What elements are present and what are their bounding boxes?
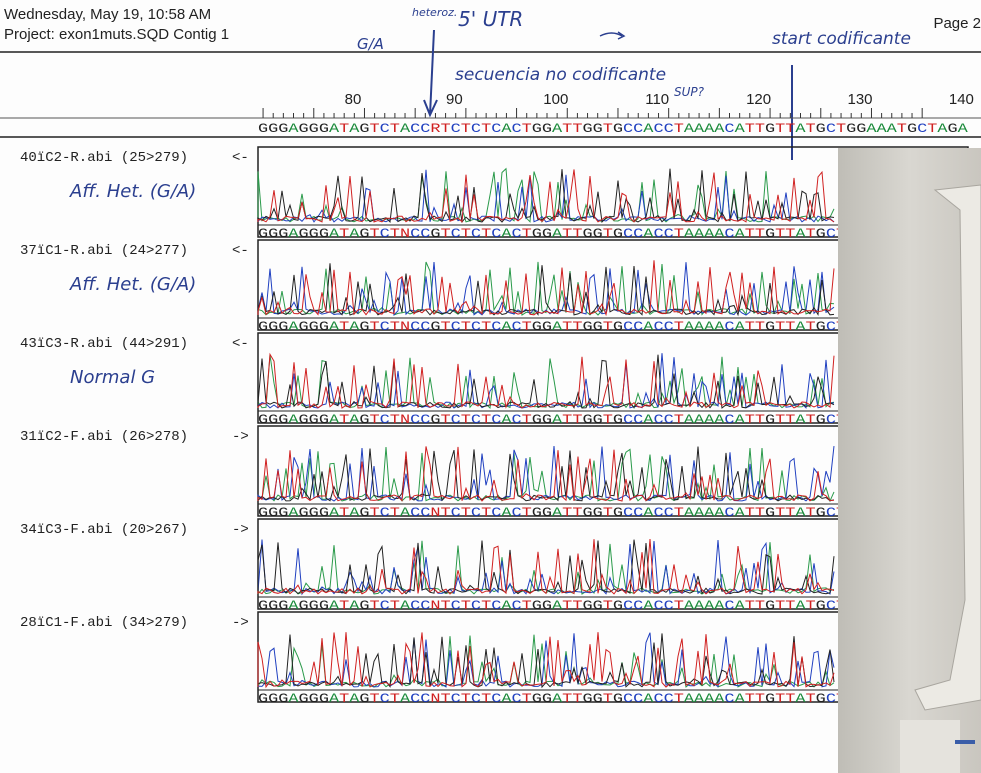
track-name: 40ïC2-R.abi (25>279) — [20, 150, 188, 166]
annotation: SUP? — [674, 85, 705, 99]
track-name: 43ïC3-R.abi (44>291) — [20, 336, 188, 352]
track-direction: <- — [232, 336, 249, 352]
track-name: 34ïC3-F.abi (20>267) — [20, 522, 188, 538]
chromatogram-trace — [257, 632, 835, 688]
annotation: secuencia no codificante — [455, 65, 666, 85]
ruler-label: 120 — [746, 91, 771, 108]
ruler-label: 110 — [645, 91, 669, 108]
handwritten-note: Normal G — [70, 367, 155, 388]
arrow — [423, 29, 438, 118]
track-direction: <- — [232, 150, 249, 166]
header-date: Wednesday, May 19, 10:58 AM — [4, 6, 211, 23]
ruler-label: 90 — [446, 91, 463, 108]
track-direction: -> — [232, 522, 249, 538]
track-direction: <- — [232, 243, 249, 259]
header-project: Project: exon1muts.SQD Contig 1 — [4, 26, 229, 43]
chromatogram-trace — [257, 447, 835, 503]
photo-overlay — [838, 148, 981, 773]
ruler-label: 140 — [949, 91, 974, 108]
chromatogram-trace — [257, 263, 835, 317]
track-direction: -> — [232, 615, 249, 631]
handwritten-note: Aff. Het. (G/A) — [69, 181, 196, 202]
chromatogram-trace — [257, 352, 835, 409]
chromatogram-trace — [257, 354, 835, 409]
ruler-label: 80 — [345, 91, 362, 108]
chromatogram-trace — [257, 446, 835, 502]
ruler-label: 130 — [847, 91, 872, 108]
annotation: heteroz. — [412, 6, 457, 19]
annotation: start codificante — [772, 29, 911, 49]
chromatogram-trace — [257, 260, 835, 317]
handwritten-note: Aff. Het. (G/A) — [69, 274, 196, 295]
chromatogram-trace — [257, 539, 835, 596]
track-name: 31ïC2-F.abi (26>278) — [20, 429, 188, 445]
ruler: 80 90 100 110 120 130 140 — [262, 91, 974, 118]
page-number: Page 2 — [933, 15, 981, 32]
annotation: G/A — [357, 35, 384, 53]
arrow — [599, 31, 626, 40]
chromatogram-trace — [257, 169, 835, 223]
track-name: 28ïC1-F.abi (34>279) — [20, 615, 188, 631]
chromatogram-trace — [257, 446, 835, 502]
chromatogram-trace — [257, 539, 835, 595]
annotation: 5' UTR — [458, 7, 523, 31]
chromatogram-trace — [257, 632, 835, 689]
chromatogram-trace — [257, 538, 835, 595]
ruler-label: 100 — [543, 91, 568, 108]
track-name: 37ïC1-R.abi (24>277) — [20, 243, 188, 259]
chromatogram-trace — [257, 168, 835, 224]
track-direction: -> — [232, 429, 249, 445]
